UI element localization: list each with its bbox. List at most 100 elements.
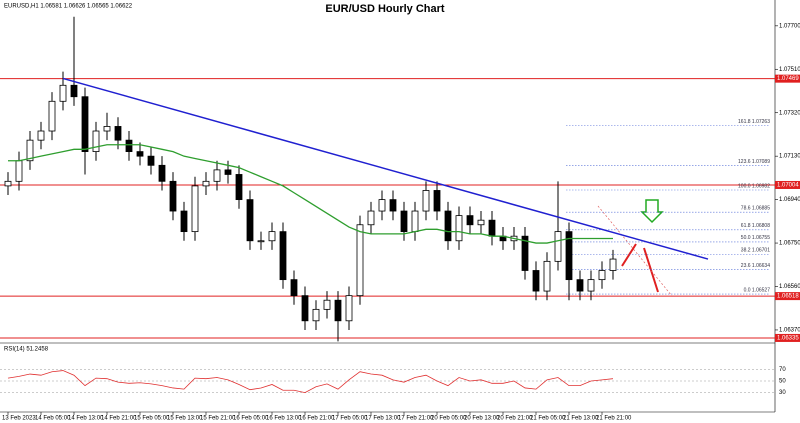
candle-body — [411, 210, 419, 233]
rsi-line — [7, 370, 614, 394]
candle-body — [301, 295, 309, 322]
x-tick-label: 16 Feb 21:00 — [299, 416, 335, 422]
candle-body — [213, 169, 221, 182]
fib-label: 100.0 1.06982 — [738, 183, 770, 189]
x-tick-label: 20 Feb 05:00 — [431, 416, 467, 422]
fib-label: 0.0 1.06527 — [744, 287, 771, 293]
candle-body — [114, 126, 122, 141]
fib-label: 50.0 1.06755 — [741, 235, 770, 241]
level-label: 1.06335 — [777, 336, 799, 342]
candle-body — [15, 160, 23, 182]
candle-body — [180, 210, 188, 233]
candle-body — [345, 295, 353, 322]
candle-body — [257, 240, 265, 243]
candle-body — [59, 84, 67, 102]
rsi-label: RSI(14) 51.2458 — [4, 347, 49, 353]
y-tick-label: 1.06560 — [779, 284, 800, 290]
rsi-tick-label: 70 — [779, 367, 786, 373]
level-label: 1.07004 — [777, 183, 799, 189]
fib-label: 38.2 1.06701 — [741, 248, 770, 254]
level-tag — [775, 333, 800, 342]
candle-body — [466, 215, 474, 226]
fib-label: 78.6 1.06885 — [741, 206, 770, 212]
red-arrow — [621, 243, 637, 267]
candle-body — [587, 279, 595, 292]
up-arrow — [640, 199, 664, 224]
x-tick-label: 17 Feb 05:00 — [332, 416, 368, 422]
x-tick-label: 14 Feb 13:00 — [68, 416, 104, 422]
candle-body — [576, 279, 584, 292]
red-arrow — [643, 247, 659, 293]
candle-body — [136, 151, 144, 157]
candle-body — [290, 279, 298, 297]
candle-body — [70, 84, 78, 98]
candle-body — [4, 180, 12, 187]
level-tag — [775, 74, 800, 83]
candle-body — [26, 139, 34, 162]
x-tick-label: 15 Feb 21:00 — [200, 416, 236, 422]
x-tick-label: 21 Feb 05:00 — [530, 416, 566, 422]
candle-body — [312, 308, 320, 322]
candle-body — [279, 231, 287, 281]
candle-body — [235, 174, 243, 201]
candle-body — [103, 126, 111, 132]
candle-body — [433, 190, 441, 212]
y-tick-label: 1.07510 — [779, 67, 800, 73]
candle-body — [224, 169, 232, 175]
candle-body — [543, 260, 551, 292]
moving-average — [8, 144, 613, 244]
candle-body — [37, 130, 45, 141]
y-tick-label: 1.06370 — [779, 328, 800, 334]
candle-body — [488, 219, 496, 237]
candle-body — [202, 180, 210, 187]
candle-body — [477, 219, 485, 226]
fib-diagonal — [597, 205, 673, 297]
x-tick-label: 16 Feb 05:00 — [233, 416, 269, 422]
candle-body — [378, 199, 386, 212]
candle-body — [455, 215, 463, 242]
fib-label: 23.6 1.06634 — [741, 263, 770, 269]
candle-body — [169, 180, 177, 212]
candle-body — [444, 210, 452, 242]
level-label: 1.06518 — [777, 294, 799, 300]
x-tick-label: 21 Feb 13:00 — [563, 416, 599, 422]
candle-body — [48, 100, 56, 132]
rsi-tick-label: 50 — [779, 379, 786, 385]
candle-body — [565, 231, 573, 281]
y-tick-label: 1.07130 — [779, 154, 800, 160]
level-label: 1.07469 — [777, 76, 799, 82]
level-tag — [775, 180, 800, 189]
x-tick-label: 20 Feb 13:00 — [464, 416, 500, 422]
x-tick-label: 13 Feb 2023 — [2, 416, 36, 422]
candle-body — [158, 164, 166, 182]
candle-body — [125, 139, 133, 152]
candle-body — [554, 231, 562, 262]
x-tick-label: 14 Feb 05:00 — [35, 416, 71, 422]
candle-body — [521, 235, 529, 271]
level-tag — [775, 292, 800, 301]
candle-body — [356, 224, 364, 297]
fib-label: 161.8 1.07263 — [738, 119, 770, 125]
x-tick-label: 15 Feb 05:00 — [134, 416, 170, 422]
candle-body — [609, 258, 617, 271]
y-tick-label: 1.06940 — [779, 197, 800, 203]
x-tick-label: 16 Feb 13:00 — [266, 416, 302, 422]
candle-body — [400, 210, 408, 233]
fib-label: 61.8 1.06808 — [741, 223, 770, 229]
y-tick-label: 1.07700 — [779, 23, 800, 29]
candle-body — [334, 299, 342, 322]
candle-body — [367, 210, 375, 226]
candle-body — [323, 299, 331, 310]
x-tick-label: 17 Feb 21:00 — [398, 416, 434, 422]
chart-header: EURUSD,H1 1.06581 1.06626 1.06565 1.0662… — [4, 4, 133, 10]
candle-body — [147, 155, 155, 166]
rsi-tick-label: 30 — [779, 390, 786, 396]
candle-body — [598, 270, 606, 281]
candle-body — [389, 199, 397, 212]
candle-body — [422, 190, 430, 212]
x-tick-label: 14 Feb 21:00 — [101, 416, 137, 422]
fib-label: 123.6 1.07089 — [738, 159, 770, 165]
candle-body — [191, 185, 199, 233]
candle-body — [92, 130, 100, 152]
